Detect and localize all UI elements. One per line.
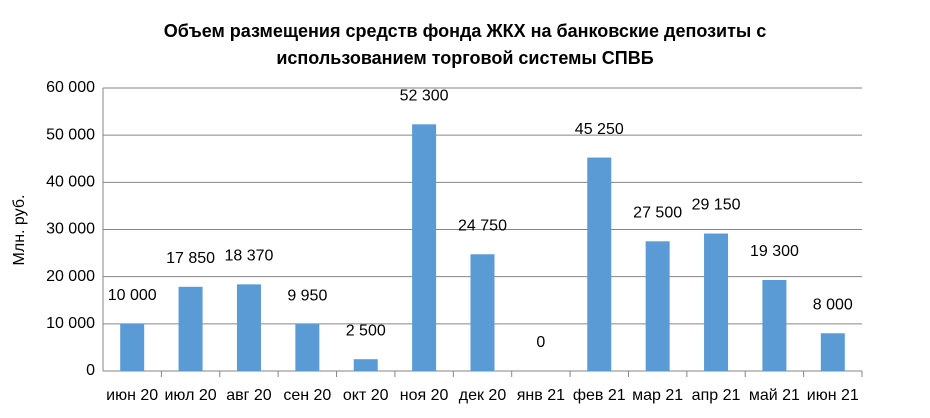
data-label: 29 150 — [692, 197, 741, 214]
x-tick-label: июн 20 — [106, 387, 158, 404]
data-label: 8 000 — [813, 296, 853, 313]
y-tick-label: 50 000 — [46, 126, 95, 143]
data-label: 45 250 — [575, 121, 624, 138]
x-tick-label: дек 20 — [459, 387, 507, 404]
x-tick-label: янв 21 — [517, 387, 565, 404]
y-tick-label: 20 000 — [46, 268, 95, 285]
data-label: 24 750 — [458, 217, 507, 234]
x-tick-label: сен 20 — [283, 387, 331, 404]
data-label: 19 300 — [750, 243, 799, 260]
bar — [645, 241, 670, 371]
y-tick-label: 30 000 — [46, 221, 95, 238]
bar — [704, 233, 729, 371]
bar — [587, 157, 612, 371]
x-tick-label: авг 20 — [226, 387, 272, 404]
data-label: 52 300 — [400, 88, 449, 105]
y-tick-label: 0 — [86, 362, 95, 379]
y-axis-label: Млн. руб. — [11, 195, 28, 266]
x-tick-label: мар 21 — [632, 387, 683, 404]
bar — [295, 324, 320, 371]
x-tick-label: апр 21 — [692, 387, 741, 404]
data-label: 17 850 — [166, 250, 215, 267]
data-label: 2 500 — [346, 322, 386, 339]
y-tick-label: 60 000 — [46, 79, 95, 96]
x-tick-label: июн 21 — [807, 387, 859, 404]
data-label: 10 000 — [108, 287, 157, 304]
y-tick-label: 40 000 — [46, 174, 95, 191]
data-label: 9 950 — [287, 287, 327, 304]
x-tick-label: май 21 — [749, 387, 800, 404]
data-label: 18 370 — [224, 248, 273, 265]
data-label: 27 500 — [633, 205, 682, 222]
bar — [762, 279, 787, 371]
y-tick-label: 10 000 — [46, 315, 95, 332]
chart-title: Объем размещения средств фонда ЖКХ на ба… — [163, 21, 767, 68]
x-tick-label: фев 21 — [573, 387, 626, 404]
bar — [820, 333, 845, 371]
x-tick-label: июл 20 — [164, 387, 216, 404]
data-label: 0 — [536, 334, 545, 351]
bar — [178, 286, 203, 371]
bar — [470, 254, 495, 371]
bar — [353, 359, 378, 371]
bar — [236, 284, 261, 371]
x-tick-label: окт 20 — [343, 387, 389, 404]
bar — [412, 124, 437, 372]
x-tick-label: ноя 20 — [400, 387, 449, 404]
bar — [120, 323, 145, 371]
